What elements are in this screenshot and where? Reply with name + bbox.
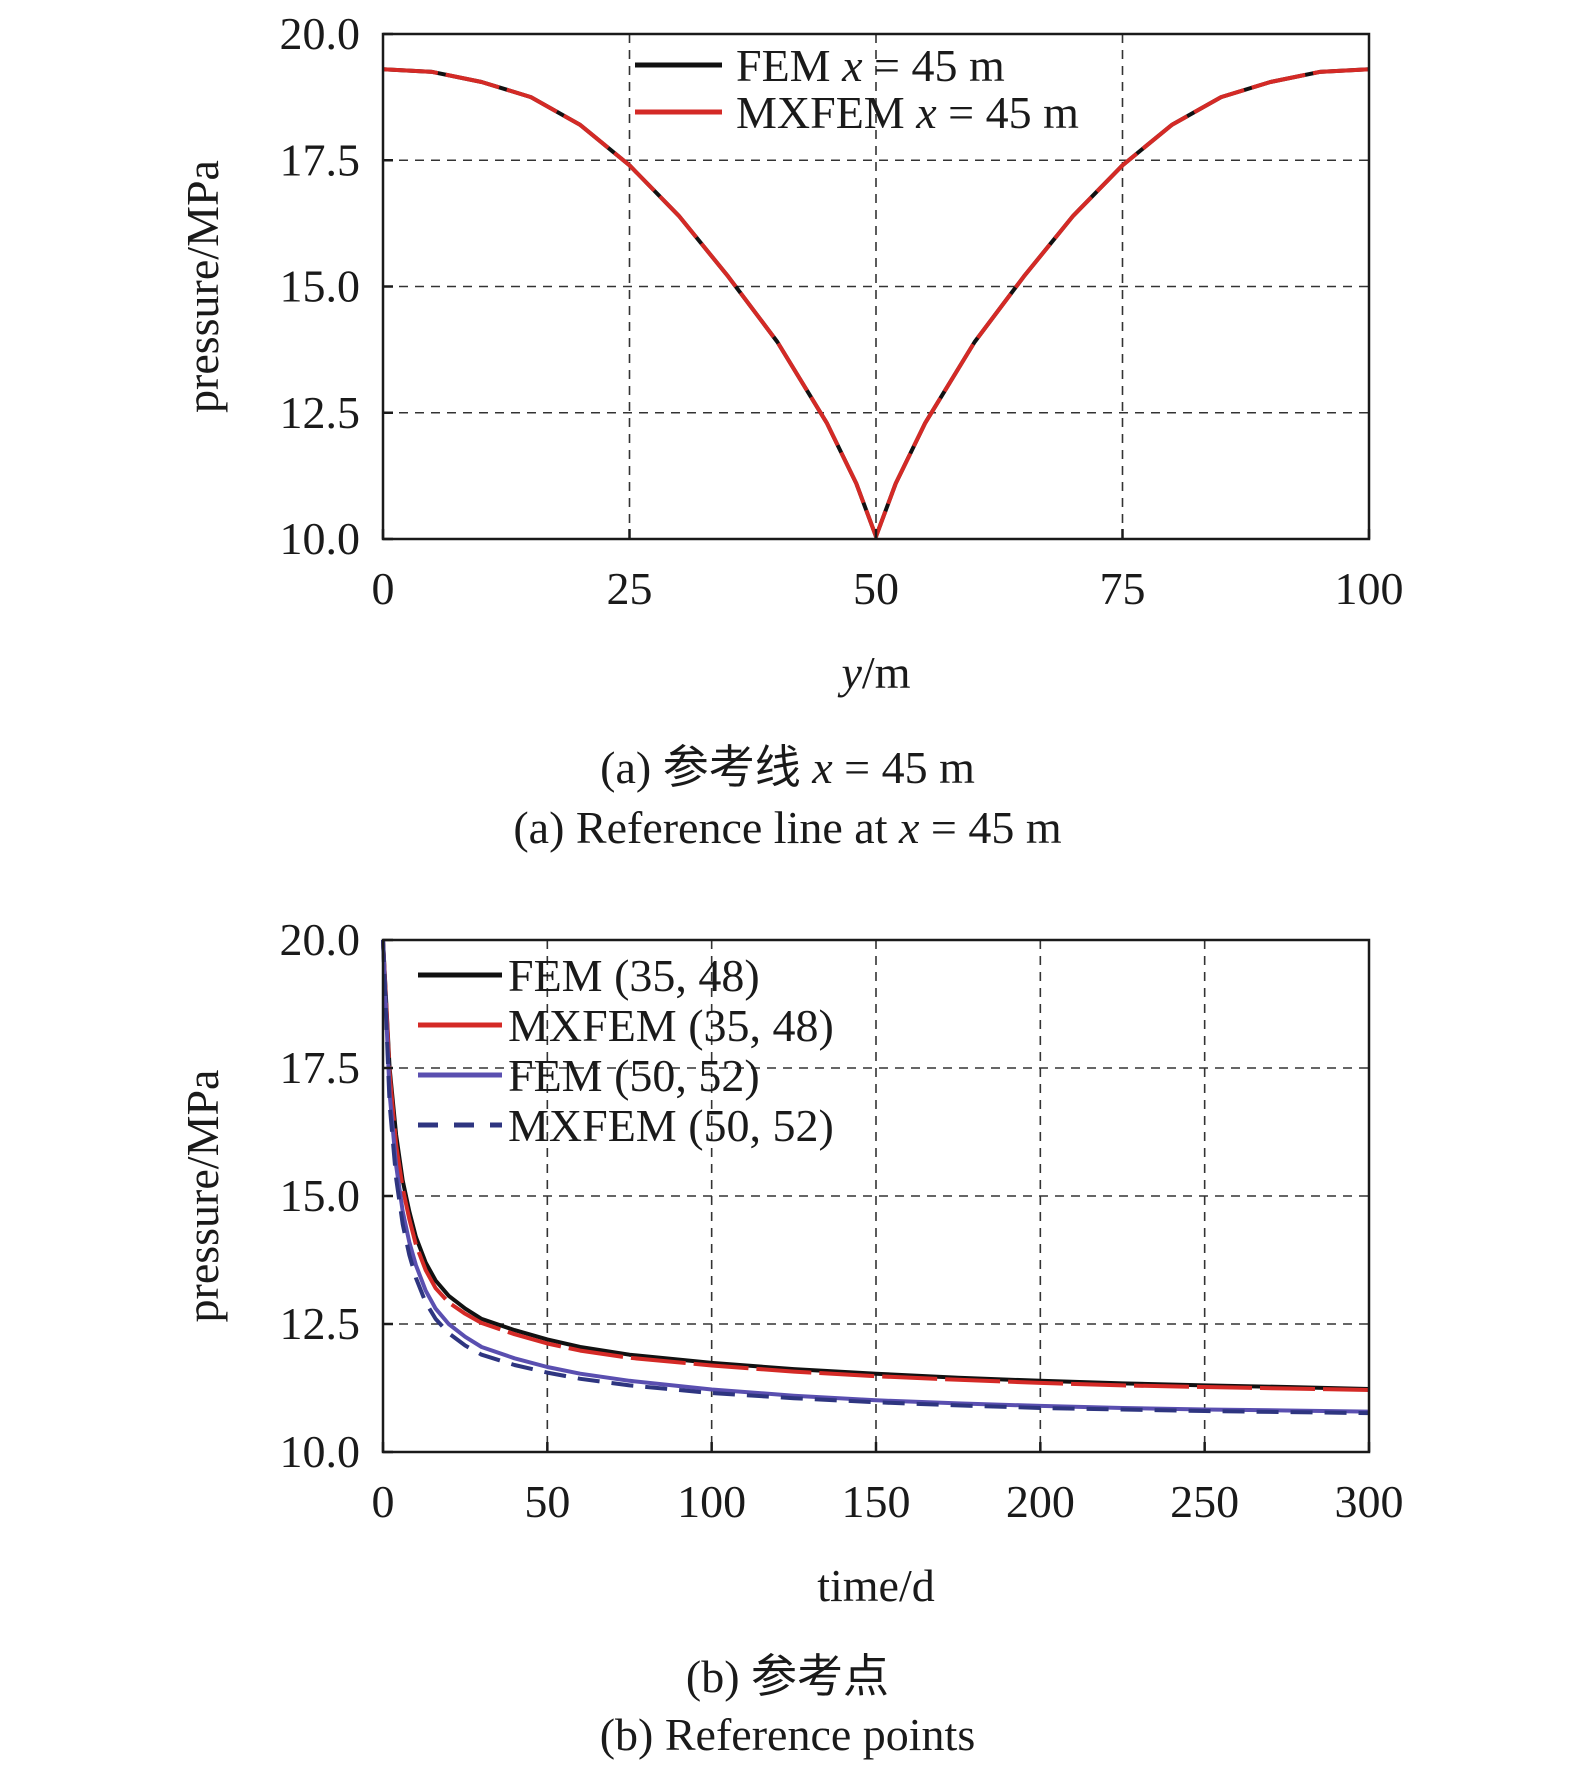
chart-b-ticks: 0 50 100 150 200 250 300 10.0 12.5 15.0 17.5 20.0 xyxy=(280,914,1404,1527)
y-tick-label: 12.5 xyxy=(280,387,361,438)
y-tick-label: 10.0 xyxy=(280,1426,361,1477)
x-tick-label: 50 xyxy=(524,1476,570,1527)
x-tick-label: 0 xyxy=(372,563,395,614)
legend-label-2: MXFEM x = 45 m xyxy=(736,87,1079,138)
y-tick-label: 17.5 xyxy=(280,1042,361,1093)
series-line-2 xyxy=(381,939,1370,1392)
caption-a-cn-text: (a) 参考线 x = 45 m xyxy=(600,742,975,793)
chart-a-caption-cn: (a) 参考线 x = 45 m xyxy=(0,731,1575,797)
chart-a-plot: 0 25 50 75 100 10.0 12.5 15.0 17.5 20.0 FEM x = 4… xyxy=(177,8,1404,698)
chart-b-caption-cn: (b) 参考点 xyxy=(0,1640,1575,1706)
chart-a-x-axis-label: y/m xyxy=(838,647,911,698)
caption-a-en-text: (a) Reference line at x = 45 m xyxy=(513,802,1062,853)
chart-a-caption-en: (a) Reference line at x = 45 m xyxy=(0,801,1575,854)
chart-a-grid xyxy=(383,34,1369,539)
x-tick-label: 50 xyxy=(853,563,899,614)
y-tick-label: 12.5 xyxy=(280,1298,361,1349)
chart-b-y-axis-label: pressure/MPa xyxy=(177,1070,228,1323)
legend-label-1: FEM (35, 48) xyxy=(508,950,760,1001)
caption-b-cn-text: (b) 参考点 xyxy=(685,1651,890,1702)
legend-label-3: FEM (50, 52) xyxy=(508,1050,760,1101)
x-tick-label: 100 xyxy=(1335,563,1404,614)
x-tick-label: 75 xyxy=(1100,563,1146,614)
chart-b-series xyxy=(381,939,1370,1416)
y-tick-label: 17.5 xyxy=(280,134,361,185)
y-tick-label: 20.0 xyxy=(280,914,361,965)
chart-b-caption-en: (b) Reference points xyxy=(0,1708,1575,1761)
legend-label-2: MXFEM (35, 48) xyxy=(508,1000,834,1051)
x-tick-label: 0 xyxy=(372,1476,395,1527)
legend-label-1: FEM x = 45 m xyxy=(736,40,1005,91)
x-tick-label: 300 xyxy=(1335,1476,1404,1527)
x-tick-label: 100 xyxy=(677,1476,746,1527)
chart-b-grid xyxy=(383,940,1369,1452)
x-tick-label: 250 xyxy=(1170,1476,1239,1527)
x-tick-label: 200 xyxy=(1006,1476,1075,1527)
chart-a-y-axis-label: pressure/MPa xyxy=(177,160,228,413)
y-tick-label: 10.0 xyxy=(280,513,361,564)
chart-b-x-axis-label: time/d xyxy=(817,1560,935,1611)
chart-a-ticks: 0 25 50 75 100 10.0 12.5 15.0 17.5 20.0 xyxy=(280,8,1404,614)
x-tick-label: 25 xyxy=(607,563,653,614)
x-tick-label: 150 xyxy=(842,1476,911,1527)
legend-label-4: MXFEM (50, 52) xyxy=(508,1100,834,1151)
y-tick-label: 15.0 xyxy=(280,261,361,312)
series-line-4 xyxy=(381,939,1370,1416)
y-tick-label: 20.0 xyxy=(280,8,361,59)
caption-b-en-text: (b) Reference points xyxy=(599,1709,976,1760)
chart-b-legend: FEM (35, 48)MXFEM (35, 48)FEM (50, 52)MX… xyxy=(418,950,834,1151)
chart-b-plot: 0 50 100 150 200 250 300 10.0 12.5 15.0 17.5 20.0 F… xyxy=(177,914,1404,1611)
y-tick-label: 15.0 xyxy=(280,1170,361,1221)
